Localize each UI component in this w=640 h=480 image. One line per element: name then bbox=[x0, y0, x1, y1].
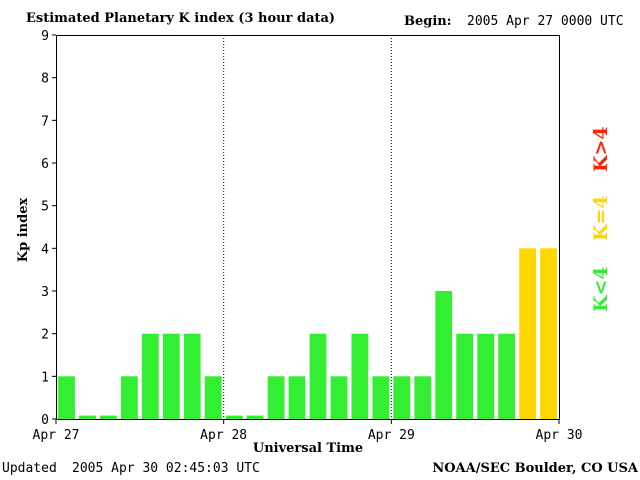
y-axis-label: Kp index bbox=[16, 198, 31, 263]
kp-bar bbox=[456, 333, 474, 419]
y-tick-label: 3 bbox=[41, 285, 49, 300]
kp-bar bbox=[79, 415, 96, 419]
y-tick-label: 7 bbox=[41, 114, 49, 129]
kp-bar bbox=[225, 415, 243, 419]
kp-bar bbox=[288, 376, 306, 419]
legend-low: K<4 bbox=[590, 266, 612, 312]
x-axis-label: Universal Time bbox=[253, 441, 363, 456]
updated-label: Updated bbox=[2, 461, 57, 476]
chart-title: Estimated Planetary K index (3 hour data… bbox=[26, 11, 336, 26]
kp-bar bbox=[477, 333, 495, 419]
kp-bar bbox=[183, 333, 201, 419]
begin-label: Begin: bbox=[404, 14, 452, 29]
kp-bar bbox=[393, 376, 411, 419]
kp-bar bbox=[519, 248, 536, 419]
y-tick-label: 4 bbox=[41, 242, 49, 257]
x-tick-label: Apr 28 bbox=[200, 428, 247, 443]
bars-group bbox=[58, 248, 557, 419]
plot-frame bbox=[56, 35, 560, 420]
y-tick-label: 2 bbox=[41, 328, 49, 343]
kp-bar bbox=[414, 376, 432, 419]
y-axis: 0 1 2 3 4 5 6 7 8 9 bbox=[41, 29, 56, 428]
kp-bar bbox=[435, 291, 453, 419]
y-tick-label: 1 bbox=[41, 370, 49, 385]
kp-bar bbox=[100, 415, 117, 419]
x-tick-label: Apr 27 bbox=[33, 428, 80, 443]
legend-high: K>4 bbox=[590, 126, 612, 172]
x-axis: Apr 27 Apr 28 Apr 29 Apr 30 bbox=[33, 35, 583, 443]
y-tick-label: 6 bbox=[41, 157, 49, 172]
kp-bar bbox=[540, 248, 557, 419]
kp-bar bbox=[204, 376, 222, 419]
y-tick-label: 9 bbox=[41, 29, 49, 44]
kp-bar bbox=[58, 376, 75, 419]
legend-mid: K=4 bbox=[590, 195, 612, 241]
kp-bar bbox=[330, 376, 348, 419]
y-tick-label: 5 bbox=[41, 200, 49, 215]
kp-bar bbox=[246, 415, 264, 419]
kp-bar bbox=[351, 333, 369, 419]
kp-bar bbox=[121, 376, 138, 419]
x-tick-label: Apr 30 bbox=[536, 428, 583, 443]
source-credit: NOAA/SEC Boulder, CO USA bbox=[432, 461, 638, 476]
kp-bar bbox=[372, 376, 390, 419]
begin-value: 2005 Apr 27 0000 UTC bbox=[467, 14, 624, 29]
updated-value: 2005 Apr 30 02:45:03 UTC bbox=[72, 461, 260, 476]
kp-bar bbox=[498, 333, 515, 419]
x-tick-label: Apr 29 bbox=[368, 428, 415, 443]
y-tick-label: 8 bbox=[41, 72, 49, 87]
kp-bar bbox=[162, 333, 180, 419]
kp-bar bbox=[267, 376, 285, 419]
y-tick-label: 0 bbox=[41, 413, 49, 428]
kp-bar bbox=[141, 333, 159, 419]
kp-bar bbox=[309, 333, 327, 419]
